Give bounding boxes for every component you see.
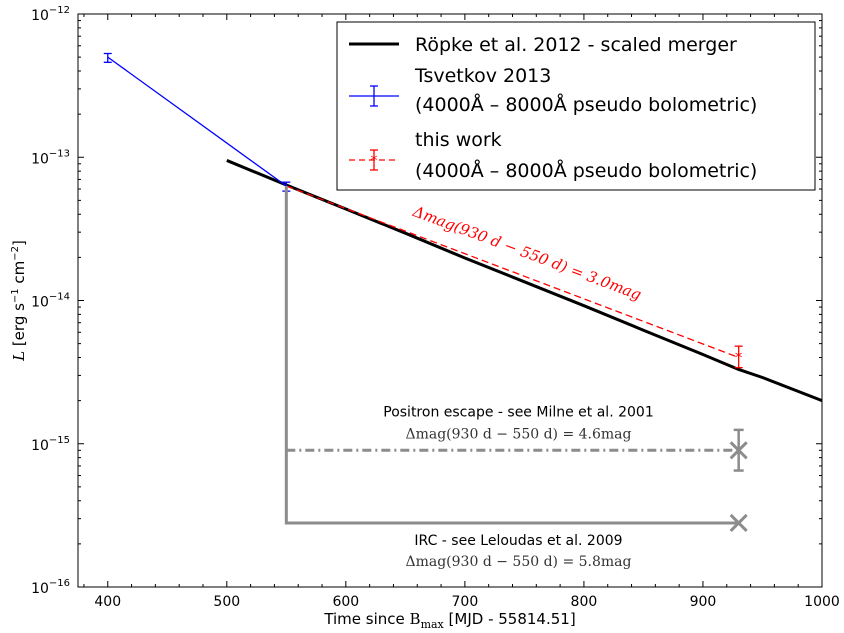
y-tick-label: 10−12	[31, 5, 70, 24]
red-delta-label: Δmag(930 d − 550 d) = 3.0mag	[410, 202, 644, 304]
legend: Röpke et al. 2012 - scaled merger Tsvetko…	[336, 21, 816, 191]
positron-title: Positron escape - see Milne et al. 2001	[383, 404, 653, 420]
irc-marker-b	[729, 513, 748, 533]
legend-label-this-work: this work	[415, 129, 502, 151]
legend-label-model: Röpke et al. 2012 - scaled merger	[415, 34, 737, 56]
y-tick-label: 10−15	[31, 435, 70, 454]
legend-label-this-work-sub: (4000Å – 8000Å pseudo bolometric)	[415, 159, 757, 182]
positron-marker-b	[729, 441, 748, 460]
axis-ticks: 400 500 600 700 800 900 1000 10−16 10−15 10−14 10−…	[31, 5, 840, 610]
model-line	[226, 159, 823, 403]
y-tick-label: 10−16	[31, 578, 70, 597]
x-tick-label: 600	[332, 594, 359, 610]
irc-line	[284, 185, 739, 525]
this-work-line	[286, 185, 739, 359]
tsvetkov-line	[107, 56, 287, 187]
axis-labels: Time since Bmax [MJD - 55814.51] L [erg s…	[10, 240, 576, 631]
y-tick-label: 10−13	[31, 148, 70, 167]
legend-label-tsvetkov: Tsvetkov 2013	[414, 65, 551, 87]
legend-box	[336, 21, 816, 191]
irc-delta: Δmag(930 d − 550 d) = 5.8mag	[405, 554, 631, 570]
x-tick-label: 900	[690, 594, 717, 610]
x-tick-label: 1000	[804, 594, 840, 610]
irc-title: IRC - see Leloudas et al. 2009	[414, 533, 622, 549]
x-tick-label: 400	[94, 594, 121, 610]
x-tick-label: 800	[571, 594, 598, 610]
positron-delta: Δmag(930 d − 550 d) = 4.6mag	[405, 426, 631, 442]
y-tick-label: 10−14	[31, 292, 70, 311]
legend-swatch-this-work-star: *	[371, 153, 378, 169]
annotations: Δmag(930 d − 550 d) = 3.0mag Positron esc…	[284, 185, 748, 570]
x-tick-label: 500	[213, 594, 240, 610]
this-work-marker: *	[735, 349, 743, 367]
x-axis-label: Time since Bmax [MJD - 55814.51]	[323, 610, 575, 631]
x-tick-label: 700	[452, 594, 479, 610]
y-axis-label: L [erg s−1 cm−2]	[10, 240, 28, 362]
legend-label-tsvetkov-sub: (4000Å – 8000Å pseudo bolometric)	[415, 93, 757, 116]
series-layer: *	[103, 52, 823, 403]
